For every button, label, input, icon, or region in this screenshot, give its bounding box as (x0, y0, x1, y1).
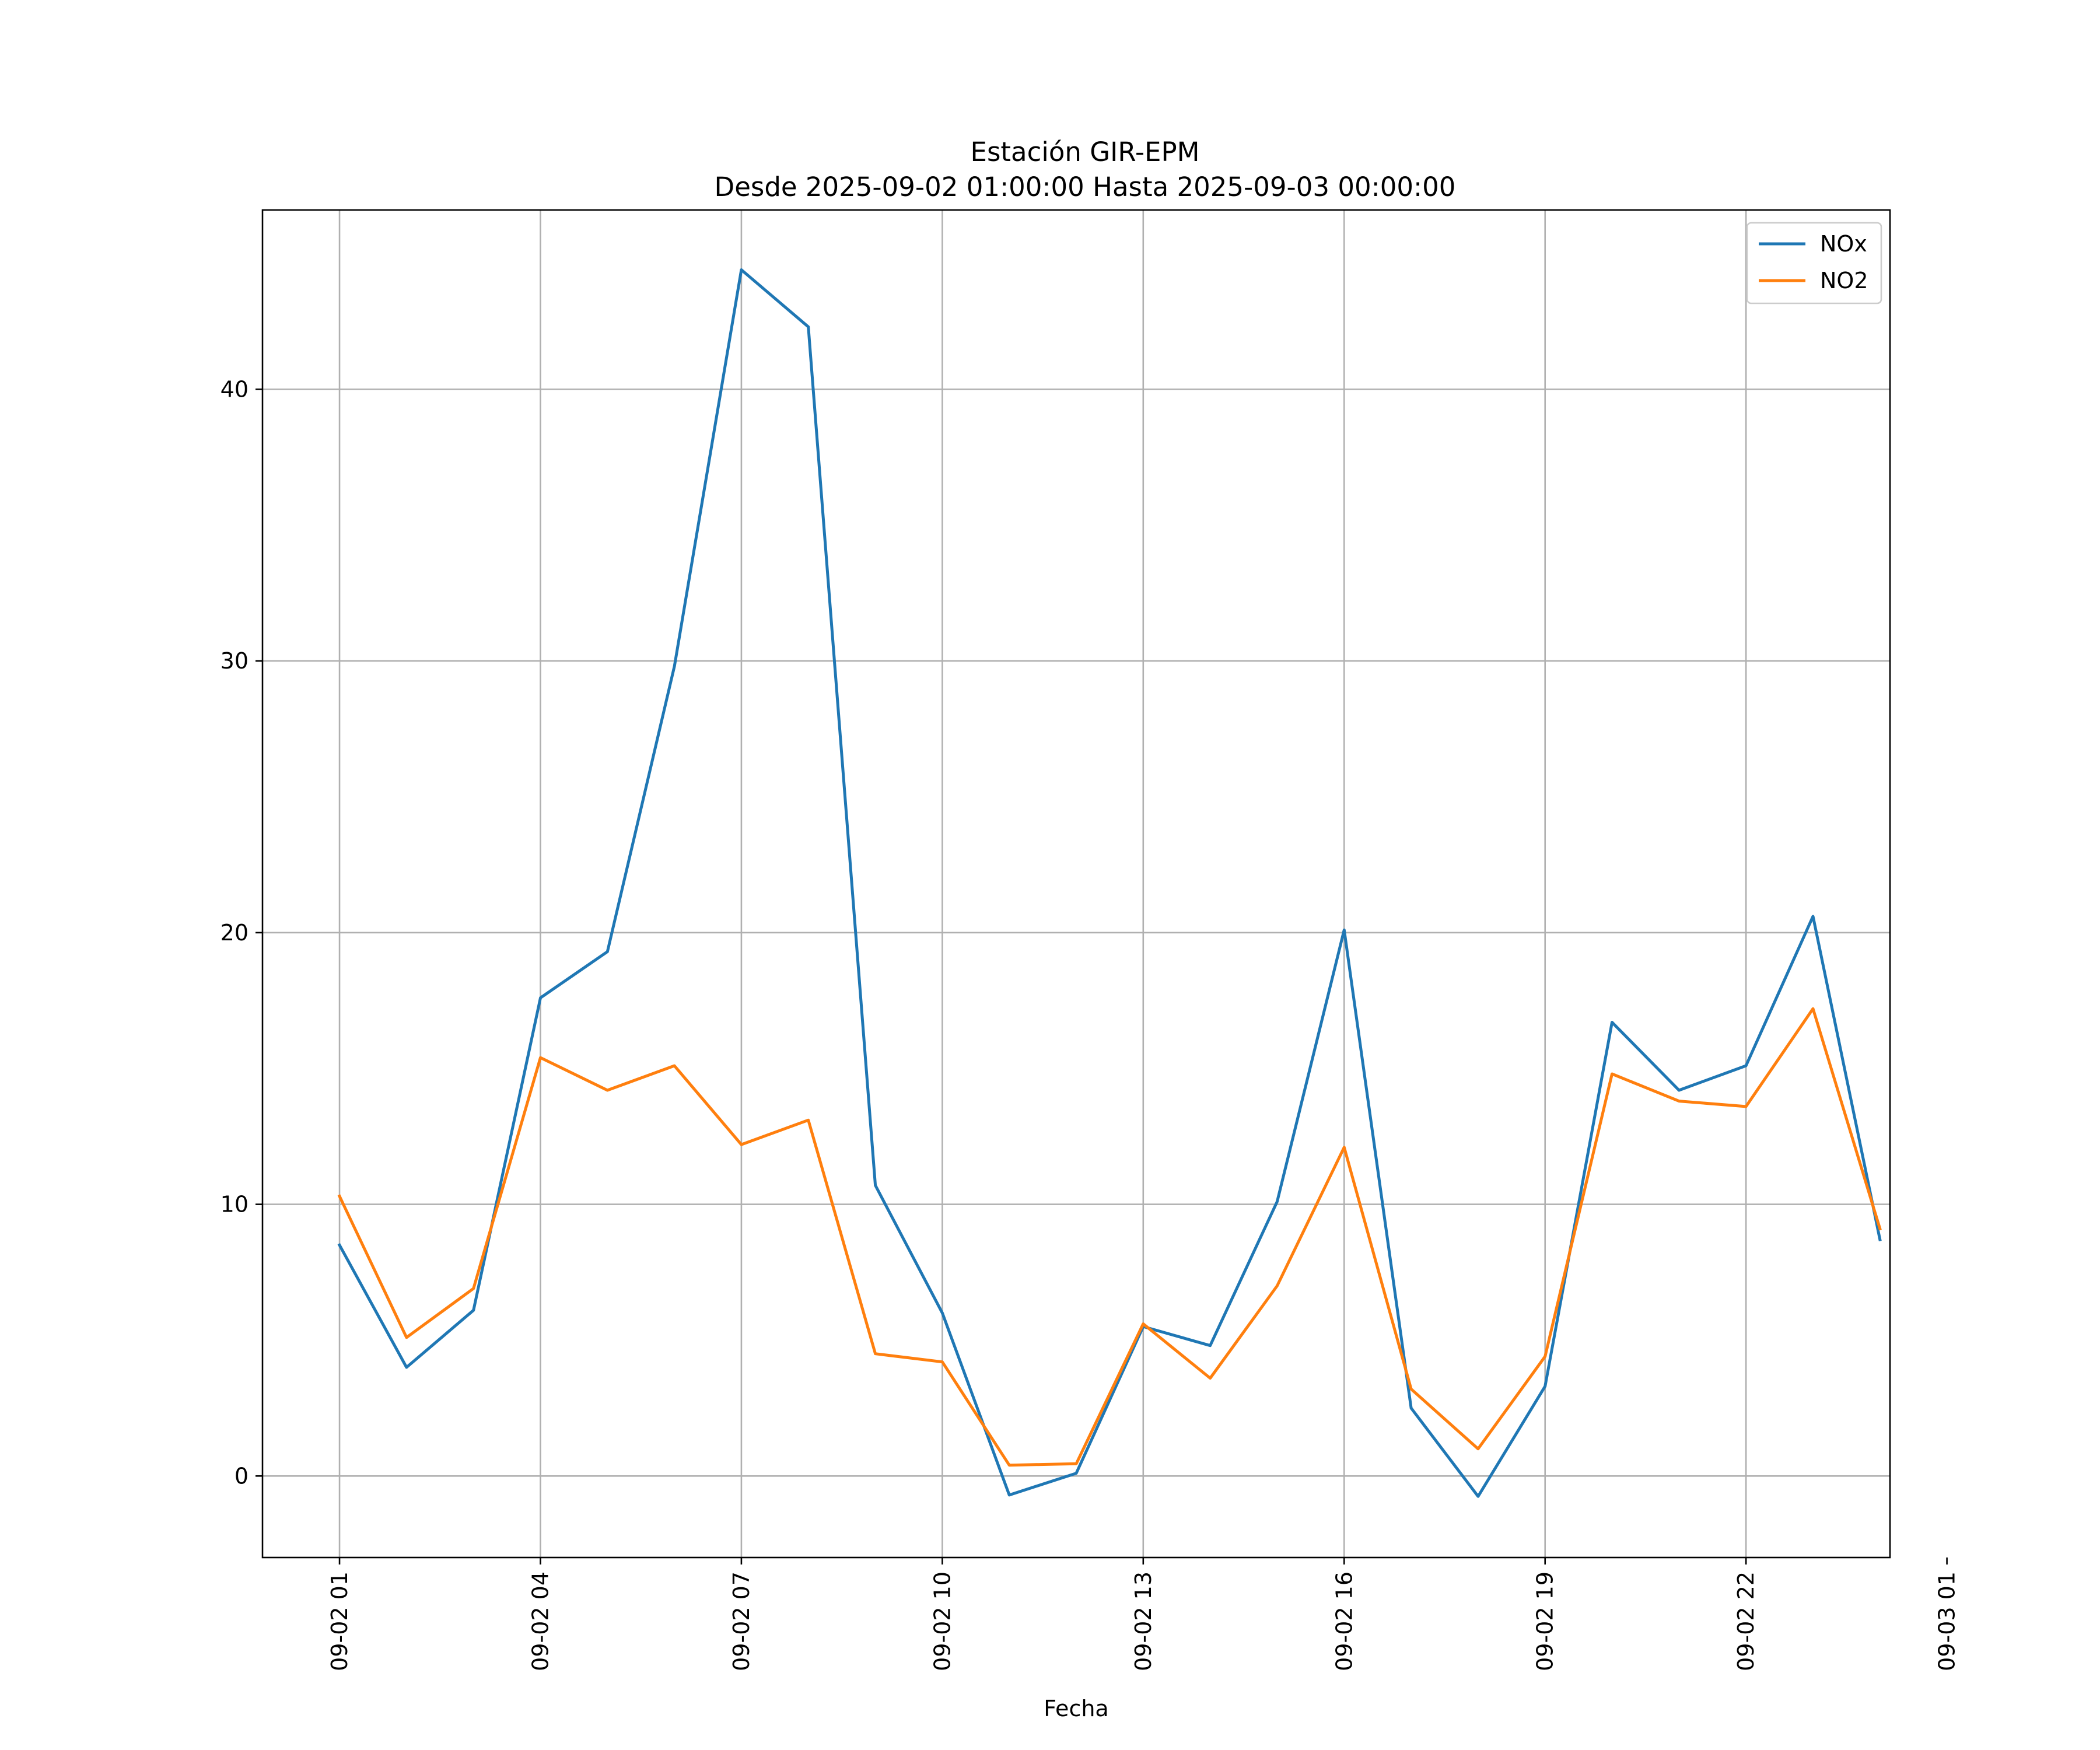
y-tick-label: 30 (220, 648, 249, 674)
y-tick-label: 40 (220, 376, 249, 402)
series-line-no2 (337, 1007, 1882, 1467)
plot-area-frame (261, 209, 1891, 1559)
x-tick-label: 09-02 19 (1532, 1572, 1558, 1671)
series-line-nox (337, 268, 1882, 1498)
y-tick-label: 20 (220, 920, 249, 946)
x-tick-label: 09-02 07 (729, 1572, 754, 1671)
series-layer (337, 268, 1882, 1498)
grid-layer (262, 210, 1890, 1558)
y-tick-label: 0 (235, 1463, 249, 1489)
x-tick-label: 09-02 01 (327, 1572, 352, 1671)
legend-label-no2: NO2 (1820, 268, 1868, 293)
x-tick-label: 09-02 22 (1733, 1572, 1759, 1671)
x-tick-label: 09-03 01 (1934, 1572, 1960, 1671)
y-tick-label: 10 (220, 1192, 249, 1217)
legend-label-nox: NOx (1820, 231, 1867, 257)
chart-title-line-2: Desde 2025-09-02 01:00:00 Hasta 2025-09-… (715, 172, 1456, 202)
x-tick-label: 09-02 16 (1331, 1572, 1357, 1671)
x-tick-label: 09-02 10 (929, 1572, 955, 1671)
x-axis-label: Fecha (1044, 1696, 1108, 1721)
legend: NOx NO2 (1746, 222, 1882, 304)
tick-layer: 09-02 01 09-02 04 09-02 07 09-02 10 09-02 13… (220, 376, 1960, 1671)
chart-title-line-1: Estación GIR-EPM (971, 136, 1200, 167)
x-tick-label: 09-02 04 (527, 1572, 553, 1671)
x-tick-label: 09-02 13 (1130, 1572, 1156, 1671)
